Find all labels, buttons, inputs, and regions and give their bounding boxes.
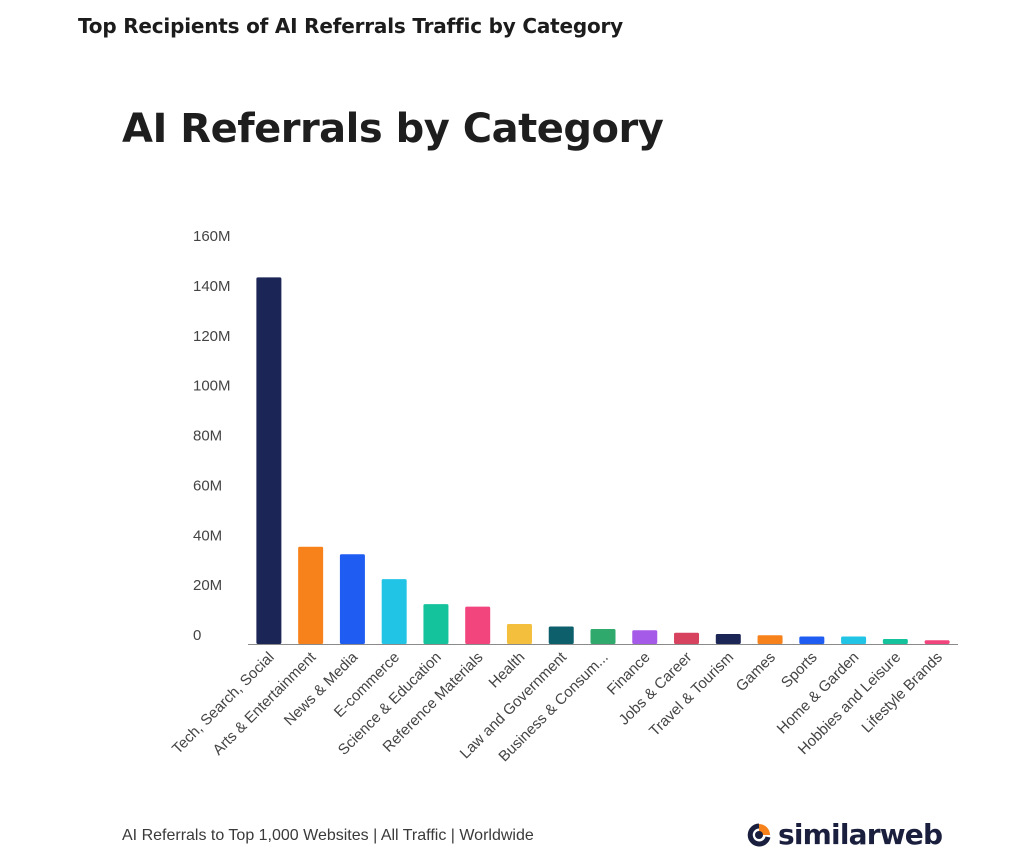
bar-6 [465,606,491,644]
bar-4 [381,579,407,644]
bar-14 [799,636,825,644]
chart-card [40,62,1016,861]
similarweb-logo-icon [747,823,771,846]
page-heading: Top Recipients of AI Referrals Traffic b… [78,14,624,38]
bar-12 [715,634,741,644]
bar-17 [924,640,950,644]
y-tick-label: 20M [193,577,222,594]
x-tick-label: News & Media [281,648,362,729]
bar-13 [757,635,783,644]
bar-11 [674,632,700,644]
x-tick-label: Games [733,649,779,695]
y-tick-label: 60M [193,477,222,494]
chart-title: AI Referrals by Category [122,106,664,152]
bar-9 [590,629,616,644]
y-tick-label: 40M [193,527,222,544]
bar-10 [632,630,658,644]
y-tick-label: 0 [193,627,201,644]
brand-name: similarweb [778,818,943,851]
bar-8 [548,626,574,644]
bar-1 [256,277,282,644]
bar-2 [298,546,324,644]
y-tick-label: 120M [193,328,231,345]
bar-7 [506,624,532,644]
y-tick-label: 80M [193,428,222,445]
bar-5 [423,604,449,644]
y-tick-label: 160M [193,228,231,245]
bars [256,277,950,644]
bar-3 [339,554,365,644]
y-tick-label: 140M [193,278,231,295]
footer-note: AI Referrals to Top 1,000 Websites | All… [122,827,534,844]
y-tick-label: 100M [193,378,231,395]
bar-16 [882,639,908,644]
y-axis-ticks: 0 20M 40M 60M 80M 100M 120M 140M 160M [193,228,231,644]
bar-15 [841,636,867,644]
x-tick-label: Jobs & Career [616,649,696,729]
brand-logo: similarweb [746,818,943,851]
